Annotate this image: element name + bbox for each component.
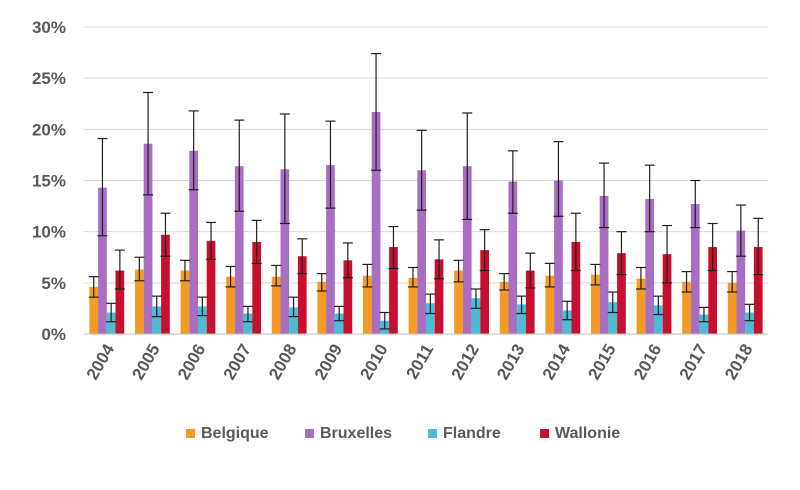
- x-tick-label: 2016: [630, 341, 665, 383]
- bar-bruxelles: [508, 181, 518, 334]
- y-tick-label: 20%: [32, 120, 66, 139]
- bar-flandre: [745, 312, 754, 334]
- bar-bruxelles: [371, 111, 381, 334]
- y-tick-label: 15%: [32, 172, 66, 191]
- bar-belgique: [636, 278, 646, 334]
- bar-bruxelles: [98, 187, 107, 334]
- bar-belgique: [591, 274, 600, 334]
- bar-wallonie: [571, 241, 581, 334]
- bar-flandre: [699, 314, 709, 334]
- bar-flandre: [471, 298, 481, 334]
- x-tick-label: 2006: [174, 341, 209, 383]
- legend-label: Wallonie: [555, 425, 620, 442]
- bar-flandre: [198, 306, 207, 334]
- x-tick-label: 2014: [539, 340, 575, 383]
- bar-bruxelles: [554, 180, 563, 334]
- bar-belgique: [545, 275, 555, 334]
- legend-swatch-bruxelles: [305, 429, 314, 438]
- legend-swatch-belgique: [186, 429, 195, 438]
- bar-flandre: [243, 313, 253, 334]
- bar-wallonie: [115, 270, 125, 334]
- bar-flandre: [289, 307, 298, 334]
- error-bars: [88, 53, 764, 330]
- bar-belgique: [89, 286, 99, 334]
- bar-flandre: [608, 302, 618, 334]
- bar-bruxelles: [645, 198, 654, 334]
- y-tick-label: 25%: [32, 69, 66, 88]
- legend-swatch-wallonie: [540, 429, 549, 438]
- bar-flandre: [654, 305, 663, 334]
- legend-swatch-flandre: [428, 429, 437, 438]
- bar-wallonie: [161, 234, 170, 334]
- bar-wallonie: [252, 241, 261, 334]
- bar-bruxelles: [599, 195, 609, 334]
- x-tick-label: 2008: [265, 341, 300, 383]
- bar-belgique: [727, 282, 737, 334]
- bar-wallonie: [662, 254, 672, 334]
- bar-wallonie: [297, 256, 307, 334]
- bar-belgique: [180, 270, 190, 334]
- bar-wallonie: [708, 247, 717, 334]
- bar-flandre: [334, 313, 344, 334]
- bar-bruxelles: [326, 165, 335, 334]
- y-tick-label: 30%: [32, 18, 66, 37]
- bar-belgique: [135, 269, 144, 334]
- x-tick-label: 2011: [402, 341, 437, 382]
- bar-bruxelles: [417, 170, 426, 334]
- y-tick-label: 0%: [41, 325, 66, 344]
- legend-label: Bruxelles: [320, 425, 392, 442]
- bar-belgique: [363, 275, 372, 334]
- x-tick-label: 2012: [448, 341, 483, 383]
- legend: Belgique Bruxelles Flandre Wallonie: [186, 425, 620, 442]
- bar-wallonie: [389, 247, 398, 334]
- bar-wallonie: [525, 270, 535, 334]
- bar-wallonie: [617, 253, 626, 334]
- bar-wallonie: [206, 240, 216, 334]
- bar-belgique: [682, 281, 691, 334]
- bar-flandre: [426, 303, 435, 334]
- x-axis: 2004 2005 2006 2007 2008 2009 2010 2011 2012 2013…: [83, 333, 768, 383]
- y-tick-label: 10%: [32, 223, 66, 242]
- x-tick-label: 2009: [311, 341, 346, 383]
- bar-bruxelles: [736, 230, 746, 334]
- bar-bruxelles: [143, 143, 153, 334]
- x-tick-label: 2017: [676, 341, 711, 383]
- bar-wallonie: [753, 247, 763, 334]
- y-tick-label: 5%: [41, 274, 66, 293]
- y-axis: 0% 5% 10% 15% 20% 25% 30%: [32, 18, 66, 344]
- bar-bruxelles: [462, 166, 472, 334]
- bar-belgique: [226, 276, 235, 334]
- bar-bruxelles: [189, 150, 198, 334]
- x-tick-label: 2010: [356, 341, 391, 383]
- x-tick-label: 2005: [128, 341, 163, 383]
- x-tick-label: 2018: [721, 341, 756, 383]
- bar-flandre: [562, 310, 572, 334]
- x-tick-label: 2007: [220, 341, 255, 383]
- bar-flandre: [152, 306, 162, 334]
- legend-label: Flandre: [443, 425, 501, 442]
- bar-bruxelles: [690, 204, 700, 334]
- bar-belgique: [499, 281, 509, 334]
- bar-flandre: [106, 312, 116, 334]
- bar-wallonie: [343, 260, 353, 334]
- x-tick-label: 2013: [493, 341, 528, 383]
- bar-belgique: [454, 270, 463, 334]
- bar-wallonie: [434, 259, 444, 334]
- bars: [89, 111, 763, 334]
- bar-belgique: [408, 277, 418, 334]
- bar-belgique: [317, 281, 327, 334]
- x-tick-label: 2015: [584, 341, 619, 383]
- bar-wallonie: [480, 250, 489, 334]
- bar-belgique: [271, 276, 281, 334]
- bar-bruxelles: [280, 169, 290, 334]
- bar-bruxelles: [234, 166, 244, 334]
- x-tick-label: 2004: [83, 340, 119, 383]
- bar-flandre: [517, 304, 526, 334]
- legend-label: Belgique: [201, 425, 269, 442]
